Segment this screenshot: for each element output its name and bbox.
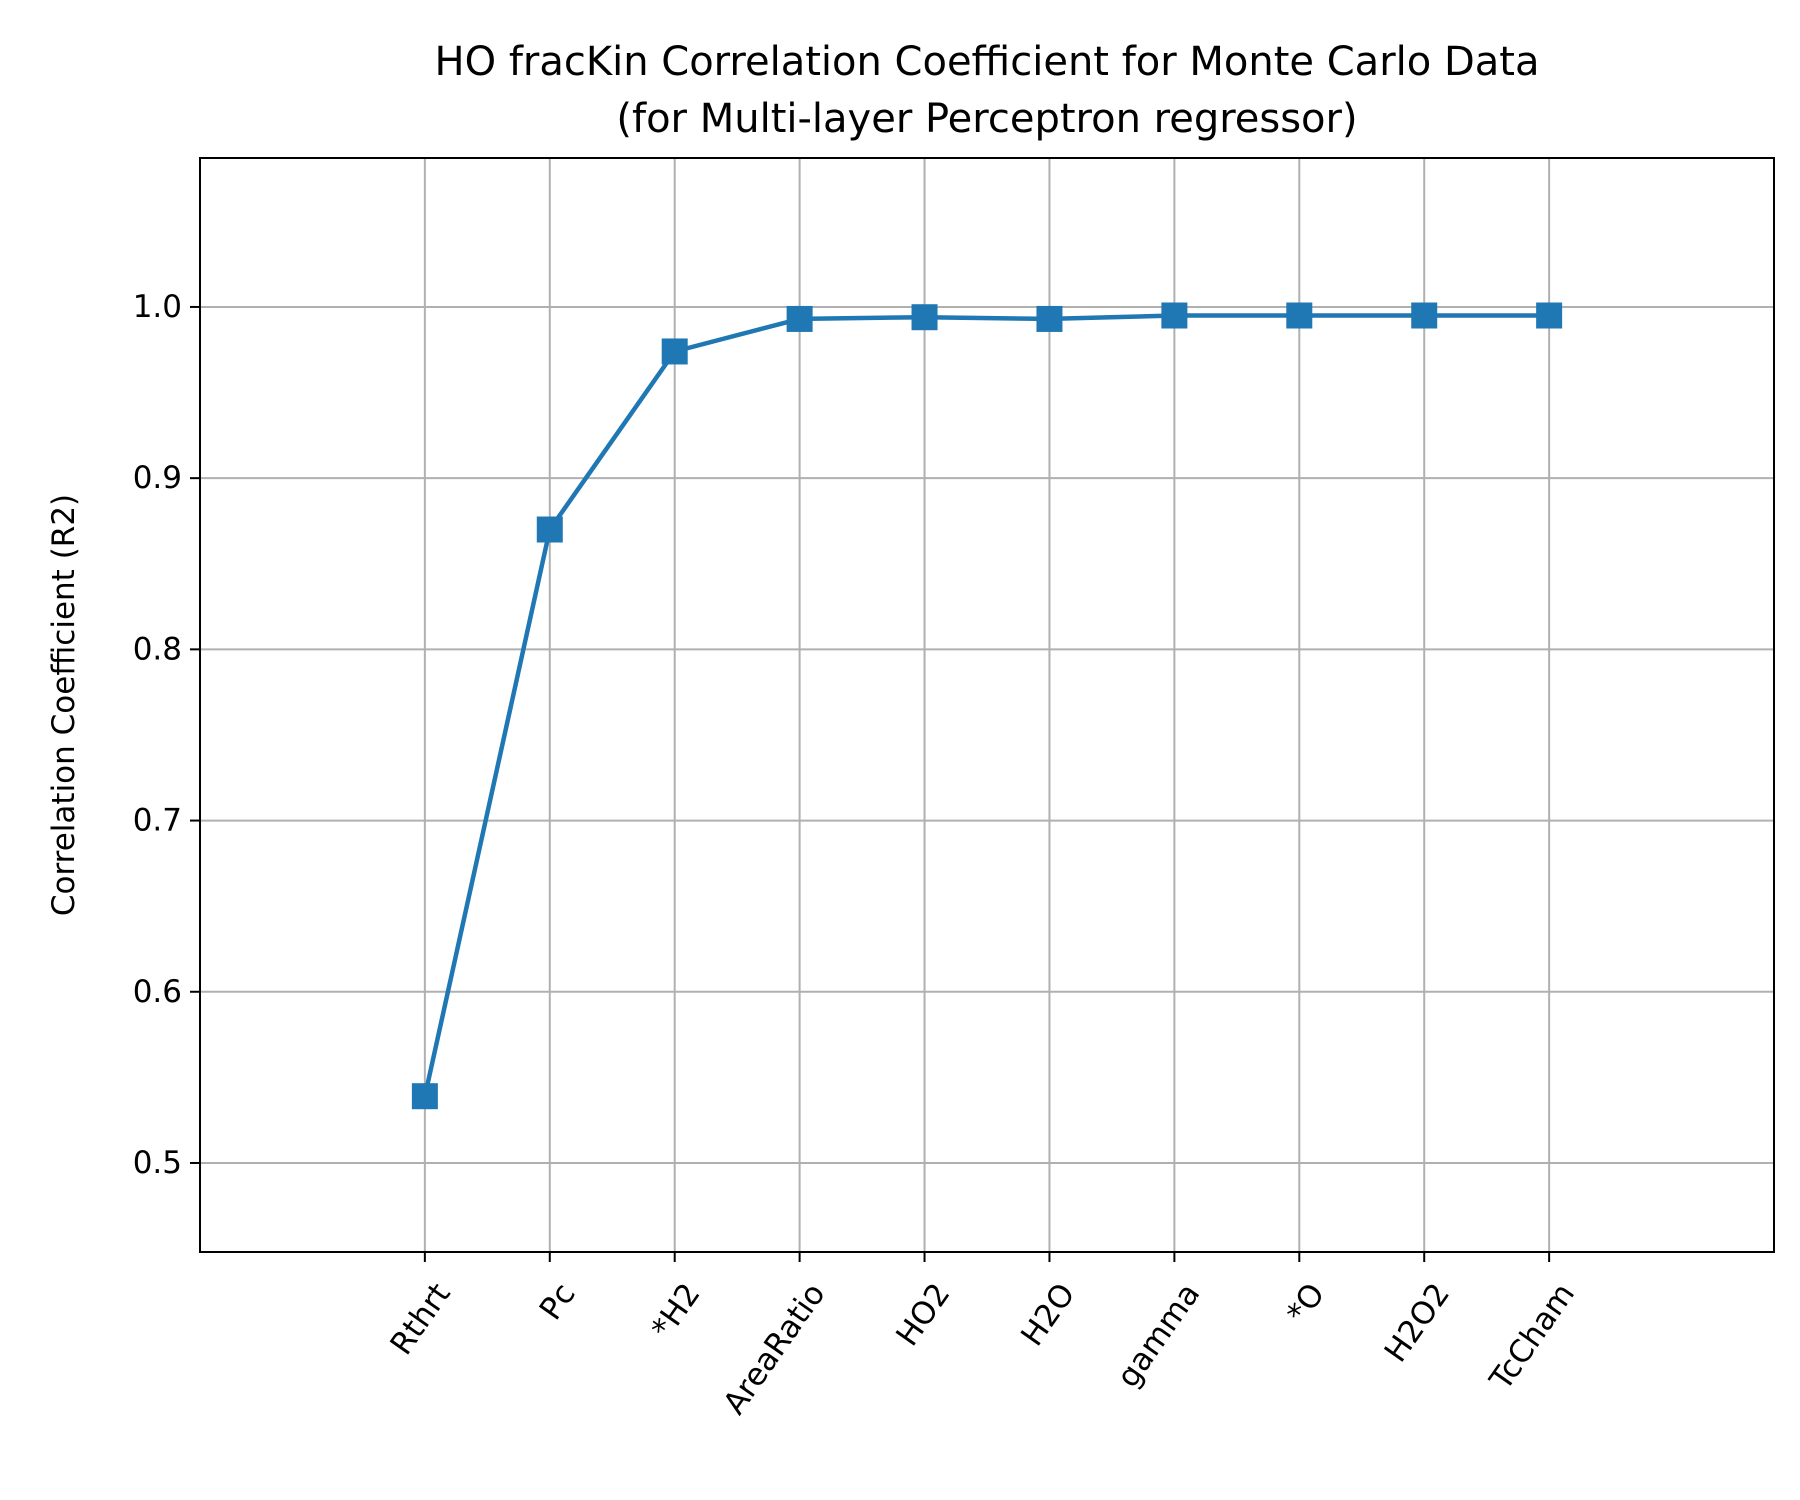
chart-title-line-1: HO fracKin Correlation Coefficient for M… (435, 39, 1540, 85)
data-point-marker (411, 1083, 438, 1110)
data-point-marker (1036, 305, 1063, 332)
series-line (422, 313, 1550, 1097)
x-tick-label: Pc (533, 1277, 583, 1327)
y-tick-label: 0.5 (133, 1145, 182, 1181)
y-tick-label: 0.9 (133, 460, 182, 496)
x-tick-label: *O (1280, 1277, 1332, 1330)
data-point-marker (1411, 302, 1438, 329)
data-series (411, 302, 1563, 1110)
data-point-marker (786, 305, 813, 332)
x-tick-label: H2O2 (1378, 1277, 1457, 1369)
x-tick-label: gamma (1110, 1277, 1207, 1394)
y-tick-label: 0.7 (133, 803, 182, 839)
x-tick-label: Rthrt (383, 1277, 457, 1362)
y-tick-label: 0.6 (133, 974, 182, 1010)
data-point-marker (1286, 302, 1313, 329)
chart-title-line-2: (for Multi-layer Perceptron regressor) (616, 96, 1357, 142)
data-point-marker (1161, 302, 1188, 329)
y-axis-label: Correlation Coefficient (R2) (46, 494, 82, 916)
data-point-marker (661, 338, 688, 365)
y-axis-tick-labels: 0.5 0.6 0.7 0.8 0.9 1.0 (133, 289, 182, 1181)
x-axis-tick-labels: Rthrt Pc *H2 AreaRatio HO2 H2O gamma *O H2O2 TcCh… (383, 1277, 1582, 1421)
plot-frame (199, 157, 1775, 1253)
y-tick-label: 1.0 (133, 289, 182, 325)
x-tick-label: AreaRatio (716, 1277, 832, 1421)
x-tick-label: TcCham (1482, 1277, 1582, 1398)
data-point-marker (1536, 302, 1563, 329)
data-point-marker (536, 516, 563, 543)
grid-lines (200, 158, 1774, 1252)
x-tick-label: H2O (1014, 1277, 1082, 1353)
y-tick-label: 0.8 (133, 631, 182, 667)
axis-ticks (190, 305, 1551, 1262)
data-point-marker (911, 304, 938, 331)
x-tick-label: HO2 (889, 1277, 957, 1353)
x-tick-label: *H2 (645, 1277, 708, 1346)
